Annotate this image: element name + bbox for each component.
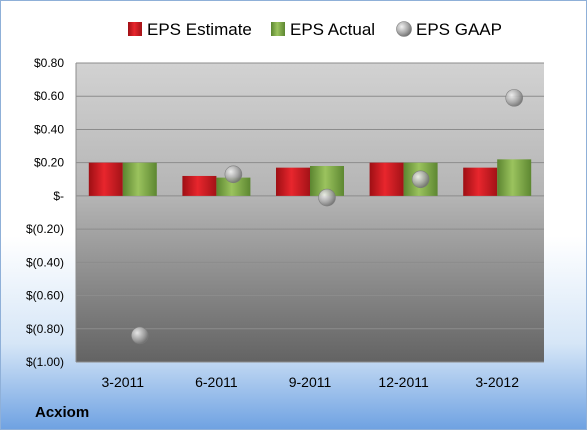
y-tick-label: $(0.60): [26, 289, 64, 303]
legend-label: EPS GAAP: [416, 20, 502, 39]
legend-swatch: [128, 22, 142, 36]
x-tick-label: 6-2011: [195, 374, 238, 390]
y-tick-label: $0.20: [34, 156, 64, 170]
bar-eps-estimate: [369, 162, 404, 196]
marker-eps-gaap: [318, 188, 336, 207]
bar-eps-actual: [216, 177, 251, 196]
legend-label: EPS Actual: [290, 20, 375, 39]
bar-eps-estimate: [182, 175, 217, 196]
legend-swatch: [271, 22, 285, 36]
y-tick-label: $(0.80): [26, 322, 64, 336]
legend: EPS Estimate EPS Actual EPS GAAP: [128, 20, 502, 39]
y-axis-labels: $0.80 $0.60 $0.40 $0.20 $- $(0.20) $(0.40) $(0.…: [26, 56, 64, 369]
y-tick-label: $-: [53, 189, 64, 203]
bar-eps-actual: [497, 159, 532, 196]
marker-eps-gaap: [411, 170, 430, 189]
gaap-markers: [131, 89, 524, 345]
bar-eps-estimate: [276, 167, 310, 196]
bar-eps-actual: [122, 162, 157, 196]
y-tick-label: $(1.00): [26, 355, 64, 369]
x-tick-label: 12-2011: [378, 374, 429, 390]
x-axis-labels: 3-2011 6-2011 9-2011 12-2011 3-2012: [102, 374, 520, 390]
y-tick-label: $(0.20): [26, 222, 64, 236]
x-tick-label: 9-2011: [289, 374, 332, 390]
bar-eps-estimate: [463, 167, 498, 196]
y-tick-label: $(0.40): [26, 255, 64, 269]
marker-eps-gaap: [131, 326, 149, 345]
marker-eps-gaap: [505, 89, 524, 107]
legend-swatch: [396, 21, 412, 37]
x-tick-label: 3-2011: [102, 374, 145, 390]
plot-area: [76, 63, 544, 362]
bar-eps-estimate: [88, 162, 123, 196]
y-tick-label: $0.40: [34, 122, 64, 136]
marker-eps-gaap: [224, 165, 243, 184]
company-name: Acxiom: [35, 404, 90, 421]
y-tick-label: $0.80: [34, 56, 64, 70]
y-tick-label: $0.60: [34, 89, 64, 103]
x-tick-label: 3-2012: [475, 374, 519, 390]
bar-series: [88, 159, 532, 196]
legend-label: EPS Estimate: [147, 20, 252, 39]
